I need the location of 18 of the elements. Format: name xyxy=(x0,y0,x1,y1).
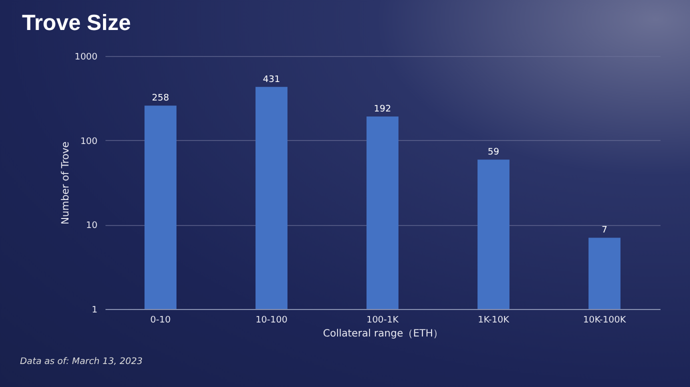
x-tick-label: 10K-100K xyxy=(583,316,627,326)
x-axis-title: Collateral range（ETH） xyxy=(322,328,444,340)
data-label: 431 xyxy=(262,74,280,85)
x-tick-label: 1K-10K xyxy=(478,316,510,326)
data-label: 192 xyxy=(374,104,392,114)
y-tick-label: 100 xyxy=(80,136,98,147)
x-tick-label: 0-10 xyxy=(150,316,171,326)
chart-title: Trove Size xyxy=(22,10,131,36)
y-tick-label: 10 xyxy=(86,221,98,232)
y-axis-title: Number of Trove xyxy=(60,142,72,224)
y-tick-label: 1 xyxy=(92,306,98,316)
data-label: 7 xyxy=(602,226,608,236)
data-label: 59 xyxy=(488,148,500,158)
x-tick-label: 100-1K xyxy=(366,316,400,326)
text: Data as of: March 13, 2023 xyxy=(20,357,143,367)
data-label: 258 xyxy=(152,94,170,104)
x-tick-label: 10-100 xyxy=(256,316,288,326)
y-tick-label: 1000 xyxy=(74,52,98,62)
